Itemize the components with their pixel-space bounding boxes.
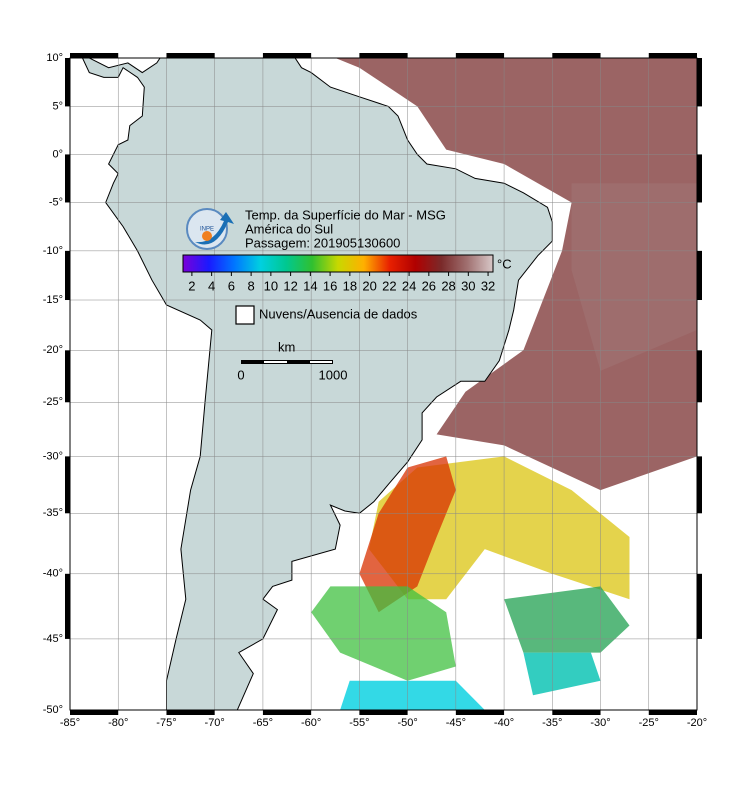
- logo-text: INPE: [200, 227, 214, 233]
- frame-segment: [552, 710, 601, 715]
- lon-tick-label: -35°: [542, 717, 562, 729]
- lat-tick-label: -45°: [43, 633, 63, 645]
- lon-tick-label: -45°: [446, 717, 466, 729]
- lon-tick-label: -40°: [494, 717, 514, 729]
- colorbar-tick-label: 22: [382, 278, 396, 293]
- colorbar-tick-label: 8: [248, 278, 255, 293]
- colorbar-tick-label: 24: [402, 278, 416, 293]
- frame-segment: [648, 710, 697, 715]
- colorbar-unit: °C: [497, 256, 512, 271]
- title-line: América do Sul: [245, 221, 333, 236]
- lat-tick-label: -30°: [43, 450, 63, 462]
- frame-segment: [697, 456, 702, 514]
- map-frame: [69, 57, 698, 711]
- lat-tick-label: 10°: [46, 52, 63, 64]
- lon-tick-label: -20°: [687, 717, 707, 729]
- lon-tick-label: -60°: [301, 717, 321, 729]
- frame-segment: [697, 250, 702, 301]
- colorbar-tick-label: 28: [441, 278, 455, 293]
- frame-segment: [552, 53, 601, 58]
- colorbar-tick-label: 12: [283, 278, 297, 293]
- frame-segment: [359, 710, 408, 715]
- colorbar-tick-label: 14: [303, 278, 317, 293]
- frame-segment: [455, 710, 505, 715]
- scale-unit: km: [278, 339, 295, 354]
- sst-cold: [340, 680, 485, 710]
- frame-segment: [262, 710, 312, 715]
- frame-segment: [166, 53, 215, 58]
- title-line: Temp. da Superfície do Mar - MSG: [245, 207, 446, 222]
- colorbar: [182, 254, 494, 273]
- lat-tick-label: 5°: [52, 100, 63, 112]
- lat-tick-label: -40°: [43, 568, 63, 580]
- overlay: INPE Temp. da Superfície do Mar - MSG Am…: [182, 207, 512, 382]
- title-line: Passagem: 201905130600: [245, 235, 400, 250]
- logo-arrow: [195, 212, 234, 245]
- frame-segment: [65, 350, 70, 403]
- lat-tick-label: 0°: [52, 148, 63, 160]
- scale-label: 1000: [319, 367, 348, 382]
- legend-swatch: [235, 305, 255, 325]
- frame-segment: [65, 573, 70, 639]
- colorbar-tick-label: 4: [208, 278, 215, 293]
- colorbar-tick-label: 16: [323, 278, 337, 293]
- lat-tick-label: -25°: [43, 396, 63, 408]
- scale-label: 0: [237, 367, 244, 382]
- frame-segment: [65, 456, 70, 514]
- legend-label: Nuvens/Ausencia de dados: [259, 306, 418, 321]
- sst-cold: [523, 652, 601, 696]
- frame-segment: [697, 58, 702, 107]
- sst-cool: [504, 586, 630, 653]
- lon-tick-label: -65°: [253, 717, 273, 729]
- colorbar-tick-label: 20: [362, 278, 376, 293]
- frame-segment: [65, 154, 70, 203]
- frame-segment: [648, 53, 697, 58]
- lon-tick-label: -80°: [108, 717, 128, 729]
- frame-segment: [65, 250, 70, 301]
- lat-tick-label: -50°: [43, 704, 63, 716]
- frame-segment: [70, 53, 119, 58]
- lon-tick-label: -50°: [397, 717, 417, 729]
- colorbar-tick-label: 18: [343, 278, 357, 293]
- frame-segment: [697, 350, 702, 403]
- sst-warm: [335, 58, 697, 491]
- frame-segment: [697, 573, 702, 639]
- frame-segment: [262, 53, 312, 58]
- frame-segment: [166, 710, 215, 715]
- colorbar-tick-label: 30: [461, 278, 475, 293]
- lon-tick-label: -55°: [349, 717, 369, 729]
- colorbar-tick-label: 2: [188, 278, 195, 293]
- lon-tick-label: -30°: [590, 717, 610, 729]
- lat-tick-label: -10°: [43, 245, 63, 257]
- colorbar-tick-label: 26: [422, 278, 436, 293]
- frame-segment: [697, 154, 702, 203]
- frame-segment: [455, 53, 505, 58]
- sst-cool: [311, 586, 456, 681]
- lon-tick-label: -25°: [639, 717, 659, 729]
- colorbar-tick-label: 32: [481, 278, 495, 293]
- lon-tick-label: -75°: [156, 717, 176, 729]
- frame-segment: [70, 710, 119, 715]
- scale-bar-segment: [264, 361, 287, 363]
- colorbar-tick-label: 10: [264, 278, 278, 293]
- colorbar-tick-label: 6: [228, 278, 235, 293]
- sst-warm: [571, 183, 697, 371]
- lat-tick-label: -5°: [49, 196, 63, 208]
- lon-tick-label: -85°: [60, 717, 80, 729]
- frame-segment: [359, 53, 408, 58]
- lat-tick-label: -20°: [43, 344, 63, 356]
- scale-bar-segment: [310, 361, 332, 363]
- logo-dot: [202, 231, 212, 241]
- lat-tick-label: -15°: [43, 294, 63, 306]
- lon-tick-label: -70°: [205, 717, 225, 729]
- frame-segment: [65, 58, 70, 107]
- lat-tick-label: -35°: [43, 507, 63, 519]
